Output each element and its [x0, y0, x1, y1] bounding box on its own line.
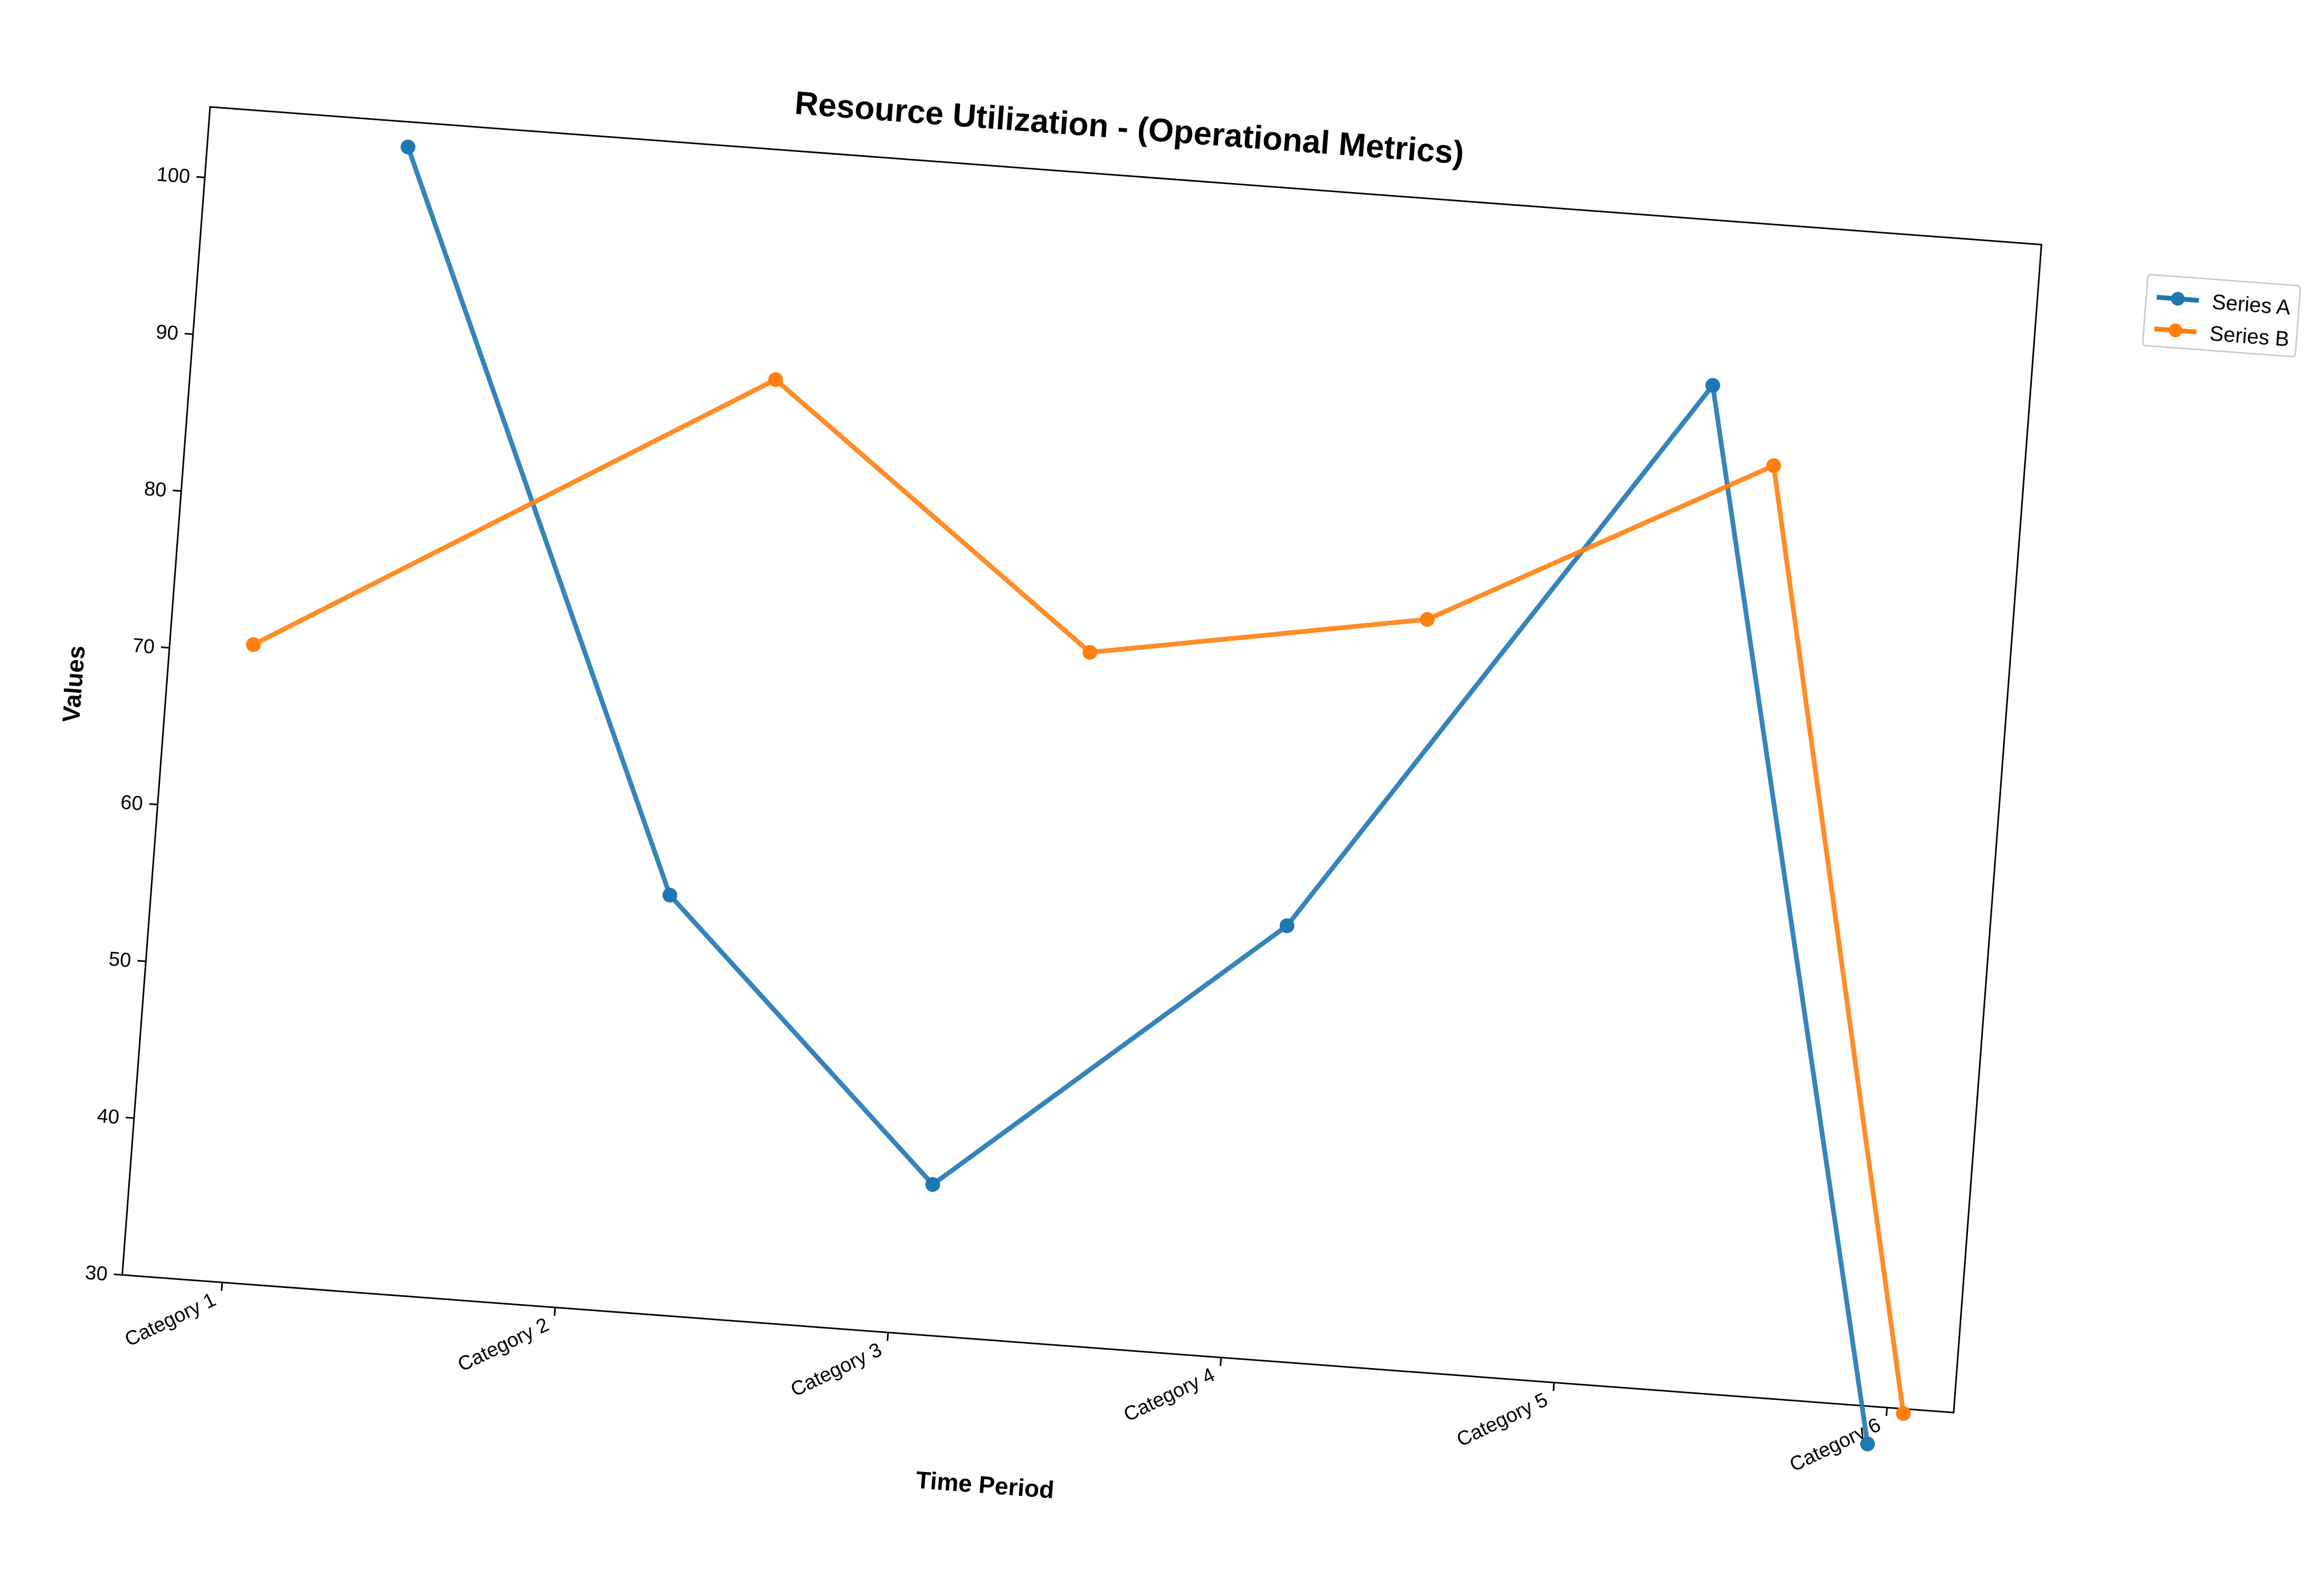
plot-frame [121, 106, 2042, 1413]
series-point-b [1420, 611, 1435, 627]
x-axis-label: Time Period [915, 1466, 1055, 1504]
y-tick-label: 90 [155, 321, 179, 345]
series-point-b [1082, 645, 1098, 660]
y-tick-mark [184, 332, 193, 336]
x-tick-mark [1885, 1407, 1888, 1416]
series-point-a [401, 139, 416, 155]
x-axis: Category 1 Category 2 Category 3 Category 4… [121, 1282, 1888, 1476]
y-tick-label: 100 [156, 164, 191, 188]
series-layer [246, 139, 1911, 1451]
x-tick-label: Category 5 [1453, 1389, 1552, 1451]
x-tick-label: Category 1 [121, 1288, 220, 1351]
series-point-a [1705, 378, 1720, 393]
series-point-a [925, 1177, 940, 1192]
y-tick-label: 80 [144, 477, 167, 501]
y-tick-mark [173, 489, 182, 492]
legend-marker [2171, 292, 2185, 306]
y-tick-label: 50 [108, 948, 132, 972]
y-tick-label: 40 [96, 1105, 120, 1129]
series-point-a [1860, 1436, 1875, 1451]
y-tick-label: 30 [84, 1261, 108, 1285]
series-point-b [1766, 458, 1781, 473]
series-line-b [251, 377, 1906, 1416]
y-axis-label: Values [57, 645, 90, 723]
series-point-a [662, 887, 678, 903]
series-line-a [405, 145, 1870, 1447]
y-tick-mark [125, 1116, 135, 1119]
y-tick-label: 60 [120, 791, 144, 815]
y-tick-label: 70 [131, 635, 155, 658]
legend-marker [2168, 323, 2183, 338]
x-tick-label: Category 2 [454, 1314, 553, 1376]
series-point-b [246, 637, 261, 652]
y-axis: 30 40 50 60 70 80 90 100 [84, 164, 205, 1285]
series-point-b [768, 372, 783, 387]
y-tick-mark [149, 803, 158, 806]
y-tick-mark [160, 646, 170, 649]
y-tick-mark [113, 1273, 122, 1276]
x-tick-label: Category 3 [787, 1339, 886, 1401]
x-tick-label: Category 4 [1120, 1364, 1219, 1426]
series-point-a [1279, 918, 1295, 933]
series-point-b [1896, 1406, 1911, 1421]
